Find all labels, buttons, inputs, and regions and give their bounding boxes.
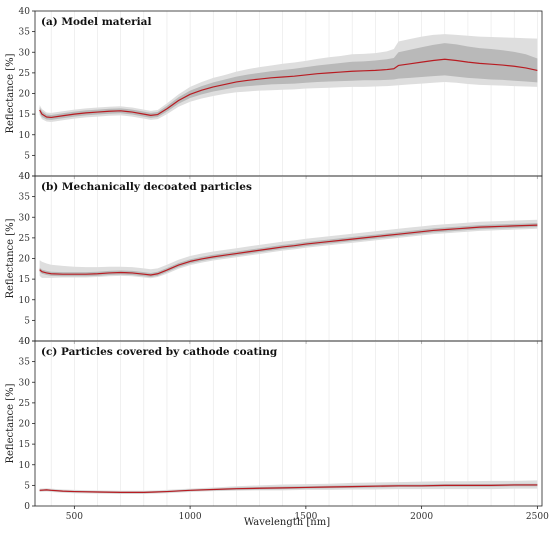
panel-title: (c) Particles covered by cathode coating (41, 346, 278, 358)
panel-title: (a) Model material (41, 16, 151, 28)
y-tick-label: 20 (19, 255, 31, 265)
y-tick-label: 10 (19, 296, 31, 306)
y-tick-label: 25 (19, 69, 31, 79)
mean-line (39, 58, 538, 119)
x-axis-label: Wavelength [nm] (244, 517, 330, 528)
panel-frame (34, 175, 543, 342)
y-tick-label: 15 (19, 440, 31, 450)
mean-line (39, 484, 538, 493)
y-axis-label: Reflectance [%] (5, 218, 16, 298)
y-tick-label: 30 (19, 213, 31, 223)
y-tick-label: 20 (19, 90, 31, 100)
y-axis-label: Reflectance [%] (5, 53, 16, 133)
y-tick-label: 30 (19, 378, 31, 388)
panel-2: 0 5 10 15 20 25 30 35 40 (b) Mechanically decoate… (5, 172, 543, 347)
y-tick-label: 30 (19, 48, 31, 58)
y-tick-label: 35 (19, 28, 31, 38)
inner-band (39, 43, 538, 120)
inner-band (39, 223, 538, 278)
y-tick-label: 5 (24, 151, 30, 161)
y-tick-label: 35 (19, 358, 31, 368)
x-tick-label: 2500 (526, 512, 549, 522)
y-tick-label: 40 (19, 7, 31, 17)
y-tick-label: 5 (24, 481, 30, 491)
y-tick-label: 25 (19, 234, 31, 244)
panel-title: (b) Mechanically decoated particles (41, 181, 252, 193)
y-axis-label: Reflectance [%] (5, 383, 16, 463)
y-tick-label: 25 (19, 399, 31, 409)
y-tick-label: 5 (24, 316, 30, 326)
panel-1: 0 5 10 15 20 25 30 35 40 (a) Model material Reflec… (5, 7, 543, 182)
y-tick-label: 0 (24, 502, 30, 512)
panel-3: 0 5 10 15 20 25 30 35 40 500 1000 1500 2000 2500 (c) P… (5, 337, 549, 522)
y-tick-label: 10 (19, 131, 31, 141)
y-tick-label: 0 (24, 172, 30, 182)
mean-line (39, 224, 538, 276)
x-tick-label: 1000 (179, 512, 202, 522)
x-tick-label: 2000 (410, 512, 433, 522)
y-tick-label: 15 (19, 275, 31, 285)
y-tick-label: 40 (19, 337, 31, 347)
y-tick-label: 40 (19, 172, 31, 182)
x-tick-label: 1500 (294, 512, 317, 522)
y-tick-label: 10 (19, 461, 31, 471)
x-tick-label: 500 (66, 512, 83, 522)
y-tick-label: 15 (19, 110, 31, 120)
y-tick-label: 0 (24, 337, 30, 347)
y-tick-label: 35 (19, 193, 31, 203)
y-tick-label: 20 (19, 420, 31, 430)
